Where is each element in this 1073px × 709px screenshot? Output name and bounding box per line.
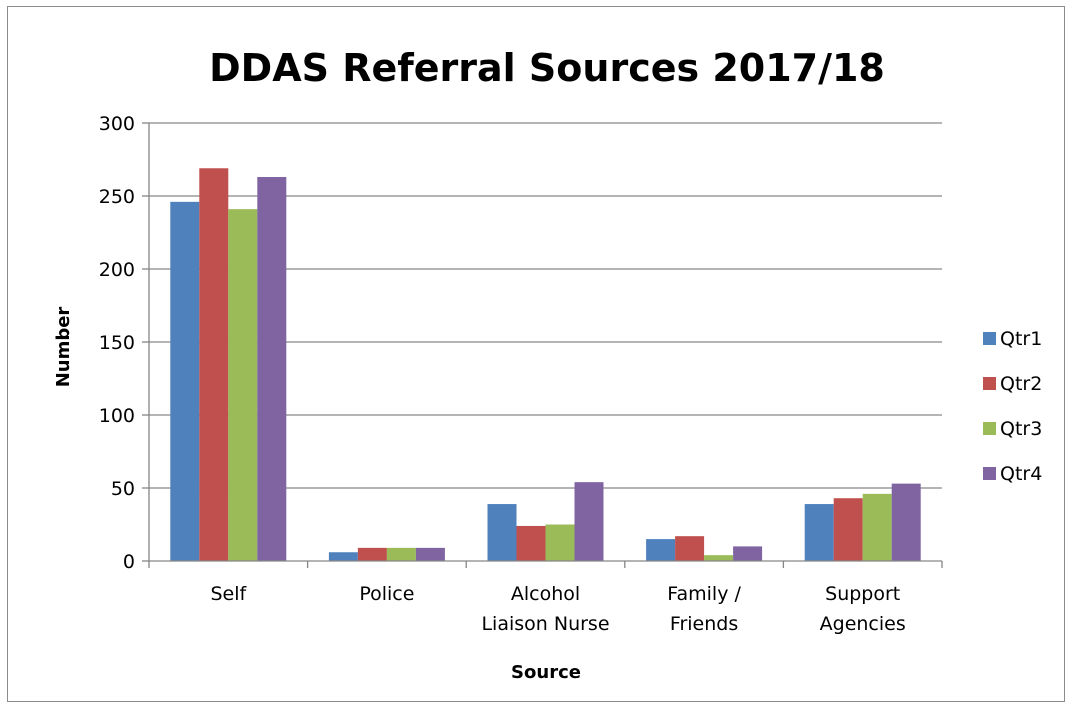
y-tick-label: 250 (99, 186, 135, 208)
chart-svg: DDAS Referral Sources 2017/18 0 50 100 150 2… (53, 46, 1042, 683)
bar-qtr4-0 (257, 177, 287, 561)
y-tick-label: 0 (123, 551, 135, 573)
y-tick-label: 300 (99, 113, 135, 135)
x-tick-label: Agencies (820, 613, 906, 635)
x-tick-label: Self (210, 583, 247, 605)
bar-qtr3-4 (862, 493, 892, 561)
bar-qtr4-1 (415, 547, 445, 561)
y-tick-label: 100 (99, 405, 135, 427)
chart-frame: DDAS Referral Sources 2017/18 0 50 100 150 2… (7, 6, 1065, 702)
bar-qtr1-2 (487, 504, 517, 561)
bars (170, 168, 921, 561)
y-tick-labels: 0 50 100 150 200 250 300 (99, 113, 135, 573)
legend-label-qtr2: Qtr2 (1000, 373, 1042, 395)
x-axis-title: Source (511, 662, 581, 683)
legend-swatch-qtr1 (983, 332, 996, 345)
x-tick-label: Alcohol (511, 583, 580, 605)
y-tick-label: 150 (99, 332, 135, 354)
bar-qtr4-3 (733, 546, 763, 561)
bar-qtr1-0 (170, 201, 200, 561)
bar-qtr4-2 (574, 482, 604, 561)
bar-qtr3-1 (386, 547, 416, 561)
bar-qtr3-2 (545, 524, 575, 561)
x-tick-label: Friends (670, 613, 738, 635)
bar-qtr1-3 (646, 539, 676, 561)
x-tick-labels: Self Police Alcohol Liaison Nurse Family / Fr… (210, 583, 905, 635)
legend-label-qtr3: Qtr3 (1000, 418, 1042, 440)
bar-qtr3-0 (228, 209, 258, 561)
bar-qtr2-4 (833, 498, 863, 561)
legend-swatch-qtr4 (983, 467, 996, 480)
x-tick-label: Police (359, 583, 414, 605)
bar-qtr2-0 (199, 168, 229, 561)
legend: Qtr1 Qtr2 Qtr3 Qtr4 (983, 328, 1042, 485)
bar-qtr3-3 (704, 555, 734, 561)
legend-label-qtr1: Qtr1 (1000, 328, 1042, 350)
x-tick-label: Family / (667, 583, 741, 605)
bar-qtr2-1 (357, 547, 387, 561)
legend-swatch-qtr3 (983, 422, 996, 435)
y-tick-label: 50 (111, 478, 135, 500)
y-tick-label: 200 (99, 259, 135, 281)
axes (142, 122, 943, 568)
bar-qtr1-4 (804, 504, 834, 561)
x-tick-label: Support (825, 583, 900, 605)
legend-swatch-qtr2 (983, 377, 996, 390)
bar-qtr4-4 (891, 483, 921, 561)
bar-qtr2-3 (675, 536, 705, 561)
bar-qtr1-1 (328, 552, 358, 561)
bar-qtr2-2 (516, 525, 546, 561)
legend-label-qtr4: Qtr4 (1000, 463, 1042, 485)
y-axis-title: Number (53, 307, 74, 388)
x-tick-label: Liaison Nurse (481, 613, 609, 635)
chart-title: DDAS Referral Sources 2017/18 (209, 46, 885, 90)
